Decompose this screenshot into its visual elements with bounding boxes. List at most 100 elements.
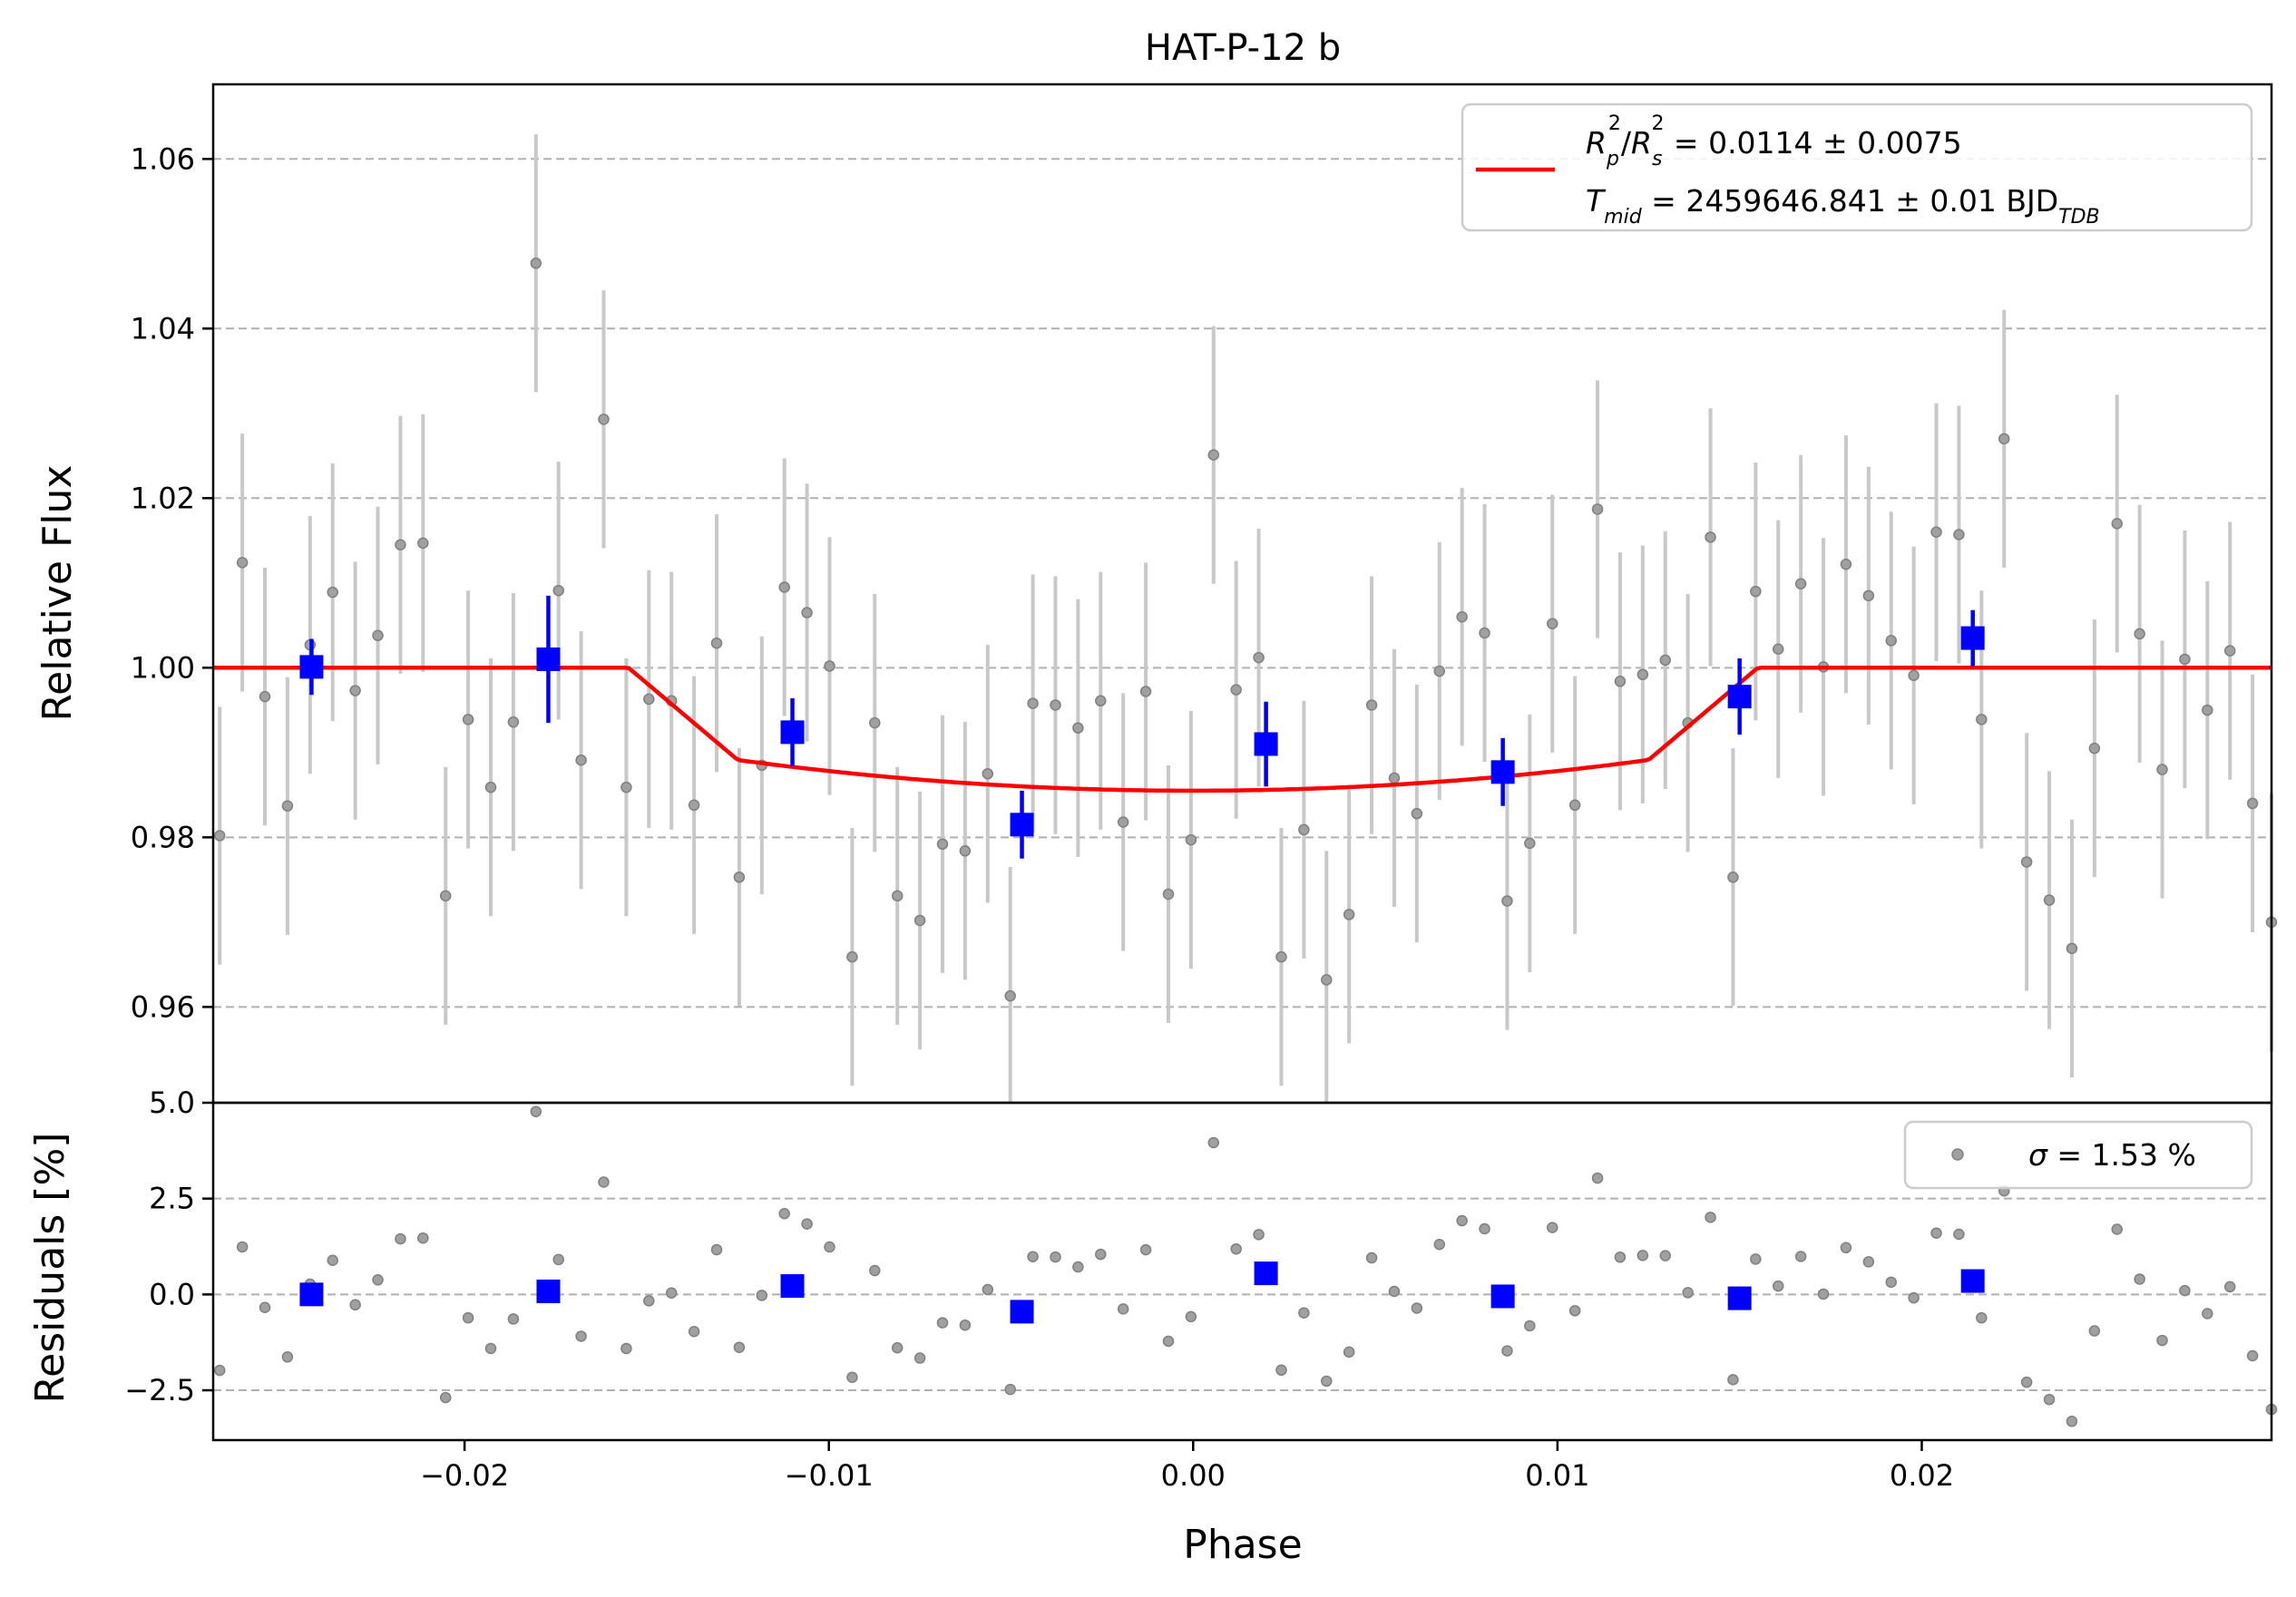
residuals-y-tick-label: −2.5 xyxy=(124,1373,195,1407)
flux-data-point xyxy=(1998,433,2010,445)
flux-y-tick-label: 1.06 xyxy=(131,141,195,176)
residual-data-point xyxy=(1862,1256,1875,1268)
flux-data-point xyxy=(688,799,700,812)
residual-data-point xyxy=(327,1254,338,1266)
residual-data-point xyxy=(2043,1393,2056,1406)
flux-data-point xyxy=(1411,807,1423,820)
residual-data-point xyxy=(824,1241,835,1253)
flux-y-tick-label: 1.00 xyxy=(131,650,195,685)
flux-data-point xyxy=(2066,942,2078,955)
flux-data-point xyxy=(281,800,294,812)
flux-data-point xyxy=(1659,654,1671,667)
flux-y-axis-title: Relative Flux xyxy=(34,465,81,722)
residual-data-point xyxy=(982,1283,994,1296)
x-tick-label: 0.00 xyxy=(1161,1458,1226,1493)
residuals-y-tick-label: 5.0 xyxy=(149,1086,195,1120)
legend-sigma-symbol: σ xyxy=(2028,1137,2048,1173)
residual-data-point xyxy=(1207,1136,1220,1149)
flux-data-point xyxy=(349,685,361,696)
residual-data-point xyxy=(1930,1227,1942,1239)
flux-data-point xyxy=(1207,449,1220,461)
residual-data-point xyxy=(1524,1319,1536,1332)
residuals-y-tick-label: 2.5 xyxy=(149,1182,195,1216)
flux-data-point xyxy=(2134,628,2145,640)
residual-data-point xyxy=(281,1351,294,1363)
flux-data-point xyxy=(1253,651,1265,664)
flux-data-point xyxy=(936,838,949,851)
legend-tmid-unit-sub: TDB xyxy=(2058,206,2099,229)
flux-data-point xyxy=(1185,833,1197,846)
flux-data-point xyxy=(417,537,429,550)
residual-binned-point xyxy=(1960,1269,1985,1293)
residual-data-point xyxy=(1275,1364,1287,1377)
flux-data-point xyxy=(462,714,474,725)
flux-data-point xyxy=(1727,872,1739,883)
flux-binned-point xyxy=(1727,685,1752,709)
flux-data-point xyxy=(1501,895,1513,907)
residual-data-point xyxy=(1230,1242,1242,1255)
residual-data-point xyxy=(1750,1253,1762,1265)
residual-data-point xyxy=(1637,1250,1649,1261)
residual-data-point xyxy=(1682,1287,1694,1299)
residual-data-point xyxy=(1659,1250,1671,1261)
residual-data-point xyxy=(778,1208,790,1220)
flux-data-point xyxy=(259,690,271,703)
flux-data-point xyxy=(439,890,452,902)
flux-data-point xyxy=(598,414,610,425)
residual-data-point xyxy=(801,1218,813,1230)
flux-data-point xyxy=(643,693,655,706)
flux-data-point xyxy=(1095,695,1107,707)
flux-data-point xyxy=(1117,816,1129,828)
legend-rp-rs-entry: Rp2/Rs2 = 0.0114 ± 0.0075 xyxy=(1586,112,1962,170)
flux-data-point xyxy=(1750,585,1762,598)
residuals-legend-box xyxy=(1903,1120,2253,1190)
flux-binned-points xyxy=(299,595,1985,859)
flux-data-point xyxy=(846,950,858,963)
flux-y-tick-label: 0.98 xyxy=(131,820,195,854)
flux-data-point xyxy=(1479,627,1490,639)
residual-data-point xyxy=(1908,1291,1920,1304)
legend-rp-sup: 2 xyxy=(1608,112,1621,135)
residual-data-point xyxy=(936,1317,949,1329)
residual-data-point xyxy=(959,1319,972,1331)
flux-legend: Rp2/Rs2 = 0.0114 ± 0.0075 Tmid = 2459646… xyxy=(1461,102,2253,232)
residuals-y-tick-label: 0.0 xyxy=(149,1277,195,1311)
residual-data-point xyxy=(1433,1238,1446,1251)
residual-data-point xyxy=(1162,1335,1175,1348)
residual-data-point xyxy=(1976,1311,1988,1324)
residual-data-point xyxy=(1456,1214,1468,1227)
flux-data-point xyxy=(552,584,564,597)
flux-binned-point xyxy=(1254,732,1278,756)
flux-data-points xyxy=(213,134,2278,1103)
flux-data-point xyxy=(1162,888,1175,901)
flux-y-tick-label: 0.96 xyxy=(131,989,195,1024)
flux-data-point xyxy=(620,781,632,794)
residual-data-point xyxy=(1050,1251,1061,1263)
residual-data-point xyxy=(1004,1383,1016,1396)
residual-data-point xyxy=(1139,1243,1152,1256)
residual-data-point xyxy=(259,1301,271,1313)
residuals-y-axis-title: Residuals [%] xyxy=(27,1133,73,1404)
residual-data-point xyxy=(756,1290,768,1301)
residual-data-point xyxy=(846,1371,858,1384)
flux-data-point xyxy=(1591,503,1604,515)
flux-data-point xyxy=(1614,676,1627,687)
residual-data-point xyxy=(665,1287,678,1300)
flux-data-point xyxy=(1862,589,1875,602)
residual-binned-point xyxy=(299,1282,324,1307)
flux-binned-point xyxy=(780,720,805,745)
residual-data-point xyxy=(1479,1222,1490,1235)
flux-data-point xyxy=(530,258,542,269)
residual-data-point xyxy=(1298,1307,1310,1319)
flux-binned-point xyxy=(1490,760,1515,784)
flux-data-point xyxy=(2111,518,2123,530)
flux-data-point xyxy=(2043,894,2056,906)
flux-data-point xyxy=(914,914,926,927)
legend-residual-swatch xyxy=(1951,1148,1964,1161)
flux-data-point xyxy=(959,845,972,857)
x-tick-label: −0.02 xyxy=(420,1458,509,1493)
flux-data-point xyxy=(1027,697,1039,709)
residual-data-point xyxy=(2223,1281,2236,1293)
residual-data-point xyxy=(710,1243,723,1256)
